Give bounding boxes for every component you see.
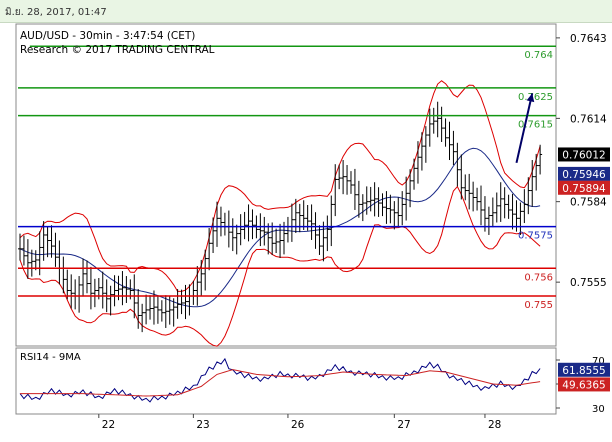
price-badge-label: 0.75946 [562, 169, 606, 181]
timestamp: มิ.ย. 28, 2017, 01:47 [5, 7, 107, 18]
level-label: 0.7575 [518, 231, 553, 242]
chart-area: 0.764 0.7625 0.7615 0.7575 0.756 0.755 0.7643 0… [15, 23, 610, 431]
level-label: 0.756 [524, 272, 553, 283]
price-badge [558, 166, 610, 181]
x-tick-label: 27 [397, 419, 410, 431]
rsi-line [19, 357, 541, 403]
x-tick-label: 28 [488, 419, 501, 431]
x-tick-label: 22 [102, 419, 115, 431]
rsi-chart-title: RSI14 - 9MA [20, 352, 81, 363]
main-chart-subtitle: Research © 2017 TRADING CENTRAL [20, 44, 215, 56]
rsi-ma-line [20, 369, 541, 397]
rsi-value-badge-label: 49.6365 [562, 379, 605, 391]
main-chart-title: AUD/USD - 30min - 3:47:54 (CET) [20, 30, 195, 42]
forecast-arrow-head [526, 93, 535, 103]
rsi-y-tick-label: 70 [592, 356, 605, 367]
rsi-value-badge-label: 61.8555 [562, 365, 605, 377]
y-tick-label: 0.7555 [570, 277, 607, 289]
forecast-arrow-shaft [515, 93, 534, 164]
y-tick-label: 0.7614 [570, 113, 607, 125]
price-badge [558, 180, 610, 195]
bollinger-upper-line [19, 80, 541, 292]
rsi-y-tick-label: 30 [592, 404, 605, 415]
price-badge-label: 0.76012 [562, 149, 605, 161]
level-label: 0.755 [524, 300, 553, 311]
y-tick-label: 0.7643 [570, 33, 607, 45]
x-tick-label: 23 [196, 419, 209, 431]
rsi-value-badge [558, 377, 610, 392]
price-badge [558, 147, 610, 162]
x-tick-label: 26 [291, 419, 305, 431]
main-layer: 0.764 0.7625 0.7615 0.7575 0.756 0.755 0.7643 0… [18, 33, 610, 347]
price-badge-label: 0.75894 [562, 183, 606, 195]
level-label: 0.7615 [518, 120, 553, 131]
top-bar: มิ.ย. 28, 2017, 01:47 [0, 0, 612, 23]
y-tick-label: 0.7584 [570, 197, 607, 209]
main-plot-frame [15, 23, 557, 347]
rsi-plot-frame [15, 347, 557, 415]
level-label: 0.764 [524, 50, 553, 61]
level-label: 0.7625 [518, 92, 553, 103]
rsi-value-badge [558, 362, 610, 377]
